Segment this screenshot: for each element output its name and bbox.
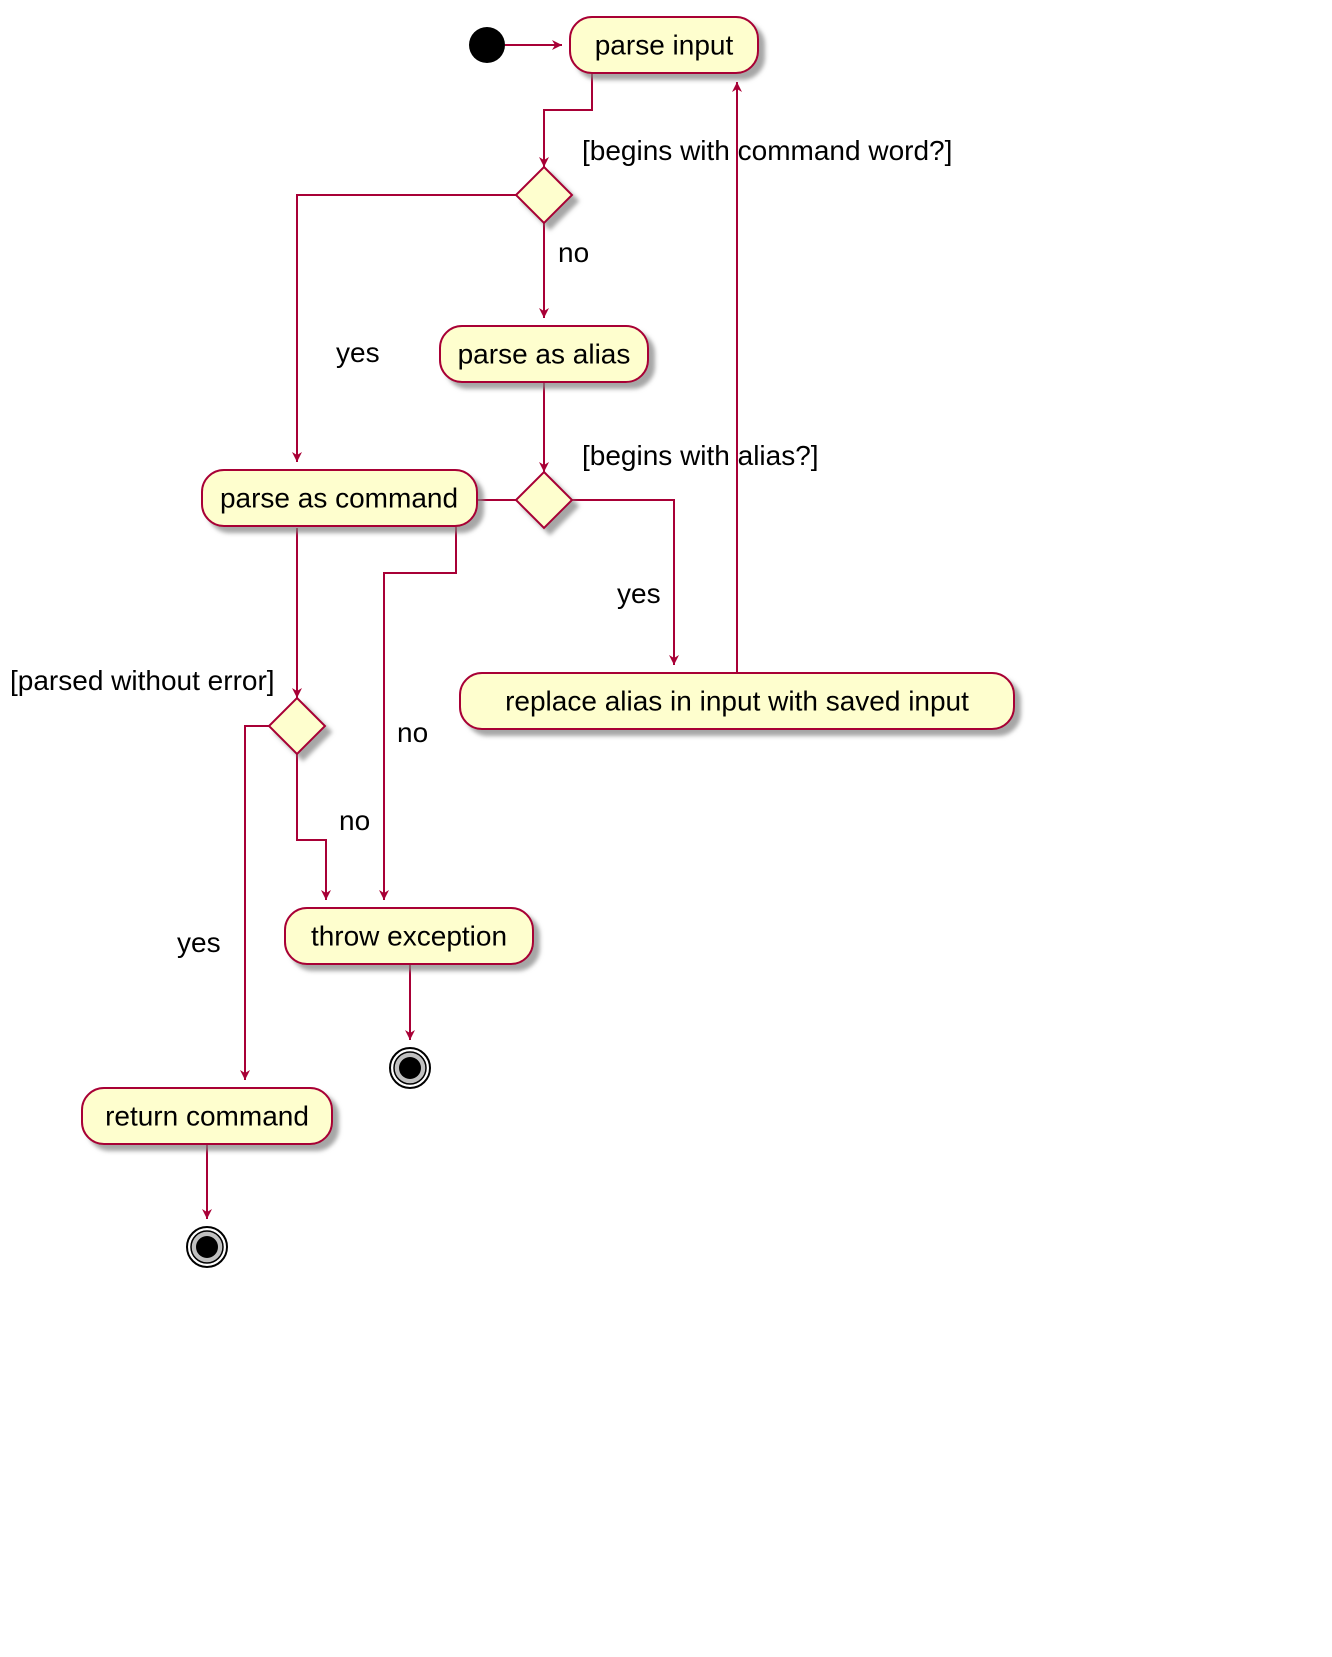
edge-label-d3-yes: yes bbox=[177, 927, 221, 958]
activity-throw-exception-label: throw exception bbox=[311, 920, 507, 951]
decision-d2-label: [begins with alias?] bbox=[582, 440, 819, 471]
end-node-1 bbox=[187, 1227, 227, 1267]
edge-label-d2-yes: yes bbox=[617, 578, 661, 609]
activity-parse-command-label: parse as command bbox=[220, 482, 458, 513]
edge-label-d3-no: no bbox=[339, 805, 370, 836]
start-node bbox=[469, 27, 505, 63]
decision-d3 bbox=[269, 698, 325, 754]
activity-diagram: no yes yes no no yes parse input [begins… bbox=[0, 0, 1332, 1657]
decision-d1-label: [begins with command word?] bbox=[582, 135, 952, 166]
decision-d2 bbox=[516, 472, 572, 528]
activity-parse-input-label: parse input bbox=[595, 29, 734, 60]
activity-replace-alias-label: replace alias in input with saved input bbox=[505, 685, 969, 716]
edge-d3-no bbox=[297, 754, 326, 900]
edge-label-d1-no: no bbox=[558, 237, 589, 268]
activity-parse-alias-label: parse as alias bbox=[458, 338, 631, 369]
decision-d3-label: [parsed without error] bbox=[10, 665, 275, 696]
decision-d1 bbox=[516, 167, 572, 223]
edge-label-d1-yes: yes bbox=[336, 337, 380, 368]
edge-d3-yes bbox=[245, 726, 269, 1080]
edge-label-d2-no: no bbox=[397, 717, 428, 748]
activity-return-command-label: return command bbox=[105, 1100, 309, 1131]
end-node-2 bbox=[390, 1048, 430, 1088]
